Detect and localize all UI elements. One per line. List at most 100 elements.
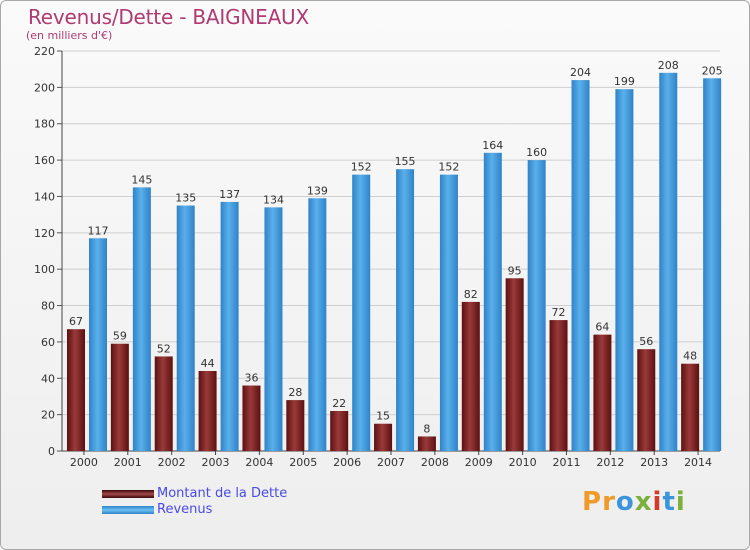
legend-swatch-revenus [102,506,154,514]
proxiti-logo: Proxiti [582,487,686,517]
bar-dette [242,385,261,451]
logo-letter: t [662,487,676,517]
bar-dette [637,349,656,451]
data-label-dette: 82 [464,288,478,301]
bar-dette [417,436,436,451]
y-tick-label: 20 [41,409,55,422]
data-label-dette: 59 [113,330,127,343]
bar-dette [505,278,524,451]
bar-dette [461,301,480,451]
data-label-dette: 52 [157,342,171,355]
bar-dette [681,363,700,451]
data-label-revenus: 164 [482,139,503,152]
data-label-dette: 48 [683,350,697,363]
bar-dette [593,334,612,451]
y-tick-label: 140 [34,190,55,203]
y-tick-label: 200 [34,81,55,94]
x-tick-label: 2000 [70,456,98,469]
bar-dette [330,411,349,451]
chart-subtitle: (en milliers d'€) [26,29,113,42]
bar-dette [154,356,173,451]
data-label-dette: 72 [552,306,566,319]
x-tick-label: 2011 [552,456,580,469]
data-label-dette: 15 [376,410,390,423]
data-label-revenus: 137 [219,188,240,201]
data-label-revenus: 135 [175,192,196,205]
data-label-revenus: 145 [131,173,152,186]
logo-letter: i [652,487,663,517]
x-tick-label: 2013 [640,456,668,469]
bar-revenus [396,169,415,451]
bar-revenus [659,72,678,452]
data-label-revenus: 155 [395,155,416,168]
bar-revenus [220,201,239,451]
bar-dette [110,343,129,451]
x-tick-label: 2006 [333,456,361,469]
y-tick-label: 180 [34,118,55,131]
data-label-dette: 56 [639,335,653,348]
data-label-revenus: 204 [570,66,591,79]
x-tick-label: 2001 [114,456,142,469]
x-tick-label: 2002 [158,456,186,469]
data-label-dette: 95 [508,264,522,277]
data-label-revenus: 205 [702,64,723,77]
data-label-revenus: 208 [658,59,679,72]
y-tick-label: 80 [41,300,55,313]
data-label-revenus: 152 [438,161,459,174]
legend-label-revenus: Revenus [157,502,213,517]
logo-letter: r [602,487,616,517]
x-tick-label: 2009 [465,456,493,469]
data-label-dette: 28 [288,386,302,399]
bar-revenus [176,205,195,451]
data-label-dette: 44 [201,357,215,370]
bar-revenus [352,174,371,452]
bar-revenus [483,152,502,451]
data-label-dette: 8 [423,422,430,435]
x-tick-label: 2007 [377,456,405,469]
bar-revenus [527,160,546,451]
y-tick-label: 160 [34,154,55,167]
data-label-dette: 67 [69,315,83,328]
data-label-revenus: 134 [263,193,284,206]
bar-dette [198,371,217,451]
x-tick-label: 2014 [684,456,712,469]
data-label-revenus: 139 [307,184,328,197]
bar-dette [286,400,305,451]
x-tick-label: 2012 [596,456,624,469]
y-tick-label: 120 [34,227,55,240]
bar-revenus [703,78,722,451]
y-tick-label: 40 [41,372,55,385]
x-tick-label: 2003 [202,456,230,469]
chart-title: Revenus/Dette - BAIGNEAUX [28,5,309,29]
data-label-revenus: 160 [526,146,547,159]
y-tick-label: 100 [34,263,55,276]
data-label-dette: 64 [595,321,609,334]
x-tick-label: 2010 [509,456,537,469]
y-tick-label: 220 [34,45,55,58]
bar-dette [67,329,85,451]
bar-revenus [89,238,107,451]
logo-letter: x [634,487,653,517]
data-label-revenus: 117 [88,224,109,237]
logo-letter: i [675,487,686,517]
bar-revenus [132,187,151,451]
logo-letter: o [615,487,635,517]
bar-revenus [308,198,327,451]
y-tick-label: 60 [41,336,55,349]
logo-letter: P [582,487,603,517]
bar-revenus [571,80,590,451]
bar-dette [374,423,393,451]
bar-revenus [264,207,283,451]
data-label-revenus: 199 [614,75,635,88]
bar-revenus [615,89,634,451]
data-label-dette: 22 [332,397,346,410]
bar-dette [549,320,568,451]
legend-swatch-dette [102,490,154,498]
legend-label-dette: Montant de la Dette [157,486,288,501]
x-tick-label: 2008 [421,456,449,469]
bar-revenus [439,174,458,452]
data-label-revenus: 152 [351,161,372,174]
data-label-dette: 36 [244,372,258,385]
